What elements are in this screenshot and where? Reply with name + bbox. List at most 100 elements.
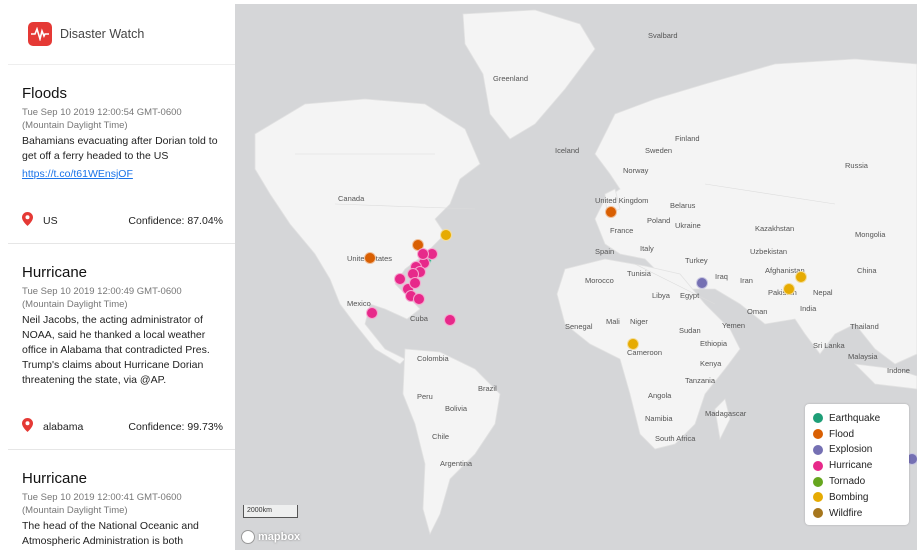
legend-item: Wildfire: [813, 505, 903, 521]
event-marker[interactable]: [394, 273, 406, 285]
map-label: Kazakhstan: [755, 224, 795, 233]
map-label: Ethiopia: [700, 339, 728, 348]
map-label: South Africa: [655, 434, 696, 443]
event-type: Floods: [22, 85, 68, 102]
event-marker[interactable]: [366, 307, 378, 319]
legend-label: Bombing: [829, 491, 869, 503]
event-marker[interactable]: [413, 293, 425, 305]
legend-item: Bombing: [813, 489, 903, 505]
map-label: Italy: [640, 244, 654, 253]
scale-bar: 2000km: [243, 505, 298, 518]
event-text: Bahamians evacuating after Dorian told t…: [22, 135, 218, 162]
event-timestamp: Tue Sep 10 2019 12:00:54 GMT-0600 (Mount…: [22, 107, 182, 131]
map-label: Mexico: [347, 299, 371, 308]
map-label: India: [800, 304, 817, 313]
event-marker[interactable]: [440, 229, 452, 241]
event-type: Hurricane: [22, 264, 88, 281]
legend-item: Tornado: [813, 474, 903, 490]
map-label: Uzbekistan: [750, 247, 788, 256]
map-label: Iraq: [715, 272, 728, 281]
map-label: Niger: [630, 317, 648, 326]
map-label: Spain: [595, 247, 615, 256]
confidence-label: Confidence: 99.73%: [128, 420, 223, 433]
map-label: Iran: [740, 276, 753, 285]
map-label: Ukraine: [675, 221, 701, 230]
legend-label: Hurricane: [829, 460, 873, 472]
event-marker[interactable]: [417, 248, 429, 260]
app-header: Disaster Watch: [8, 4, 235, 65]
event-marker[interactable]: [783, 283, 795, 295]
map-label: Angola: [648, 391, 672, 400]
location-label: alabama: [43, 420, 84, 433]
legend-item: Hurricane: [813, 458, 903, 474]
map-label: Thailand: [850, 322, 879, 331]
map-label: Finland: [675, 134, 700, 143]
location-label: US: [43, 214, 58, 227]
legend-label: Flood: [829, 428, 855, 440]
legend-swatch: [813, 460, 823, 471]
map-label: Sudan: [679, 326, 701, 335]
event-timestamp: Tue Sep 10 2019 12:00:49 GMT-0600 (Mount…: [22, 286, 182, 310]
map-label: Svalbard: [648, 31, 678, 40]
legend-label: Wildfire: [829, 507, 863, 519]
event-marker[interactable]: [605, 206, 617, 218]
legend-swatch: [813, 444, 823, 455]
map-label: United Kingdom: [595, 196, 649, 205]
legend-swatch: [813, 508, 823, 519]
map-label: Yemen: [722, 321, 746, 330]
event-marker[interactable]: [696, 277, 708, 289]
legend-swatch: [813, 476, 823, 487]
map-label: Namibia: [645, 414, 673, 423]
map-label: Poland: [647, 216, 671, 225]
event-card[interactable]: Hurricane Tue Sep 10 2019 12:00:41 GMT-0…: [8, 450, 235, 549]
map-label: Bolivia: [445, 404, 468, 413]
app-logo-icon: [28, 22, 52, 46]
app-title: Disaster Watch: [60, 27, 145, 41]
event-marker[interactable]: [795, 271, 807, 283]
map-label: Turkey: [685, 256, 708, 265]
mapbox-logo-icon: [241, 530, 255, 544]
legend-label: Earthquake: [829, 412, 881, 424]
map-label: Pakistan: [768, 288, 797, 297]
map-label: Canada: [338, 194, 365, 203]
map-label: Chile: [432, 432, 450, 441]
map-label: Peru: [417, 392, 433, 401]
mapbox-attribution[interactable]: mapbox: [241, 530, 300, 544]
map-label: Morocco: [585, 276, 614, 285]
legend-swatch: [813, 492, 823, 503]
event-location[interactable]: alabama: [22, 418, 83, 435]
event-marker[interactable]: [444, 314, 456, 326]
event-link[interactable]: https://t.co/t61WEnsjOF: [22, 168, 133, 180]
legend-item: Flood: [813, 426, 903, 442]
sidebar: Disaster Watch Floods Tue Sep 10 2019 12…: [8, 4, 236, 550]
map-label: Sri Lanka: [813, 341, 845, 350]
map-label: Nepal: [813, 288, 833, 297]
map-label: Russia: [845, 161, 868, 170]
event-footer: alabama Confidence: 99.73%: [22, 418, 223, 449]
map-label: Cuba: [410, 314, 428, 323]
event-marker[interactable]: [409, 277, 421, 289]
map-label: Oman: [747, 307, 768, 316]
map-label: Madagascar: [705, 409, 747, 418]
location-pin-icon: [22, 418, 33, 435]
legend-item: Explosion: [813, 442, 903, 458]
legend-swatch: [813, 429, 823, 440]
legend-label: Tornado: [829, 476, 866, 487]
map-label: Egypt: [680, 291, 700, 300]
event-timestamp: Tue Sep 10 2019 12:00:41 GMT-0600 (Mount…: [22, 492, 182, 516]
event-marker[interactable]: [364, 252, 376, 264]
map-label: Indone: [887, 366, 910, 375]
world-map[interactable]: Svalbard Greenland Iceland Norway Sweden…: [235, 4, 917, 550]
event-location[interactable]: US: [22, 212, 58, 229]
event-marker[interactable]: [627, 338, 639, 350]
event-card[interactable]: Floods Tue Sep 10 2019 12:00:54 GMT-0600…: [8, 65, 235, 244]
location-pin-icon: [22, 212, 33, 229]
map-label: Sweden: [645, 146, 673, 155]
map-label: Iceland: [555, 146, 580, 155]
legend-item: Earthquake: [813, 410, 903, 426]
map-label: Kenya: [700, 359, 722, 368]
map-label: China: [857, 266, 877, 275]
event-type: Hurricane: [22, 470, 88, 487]
map-label: Afghanistan: [765, 266, 805, 275]
event-card[interactable]: Hurricane Tue Sep 10 2019 12:00:49 GMT-0…: [8, 244, 235, 450]
